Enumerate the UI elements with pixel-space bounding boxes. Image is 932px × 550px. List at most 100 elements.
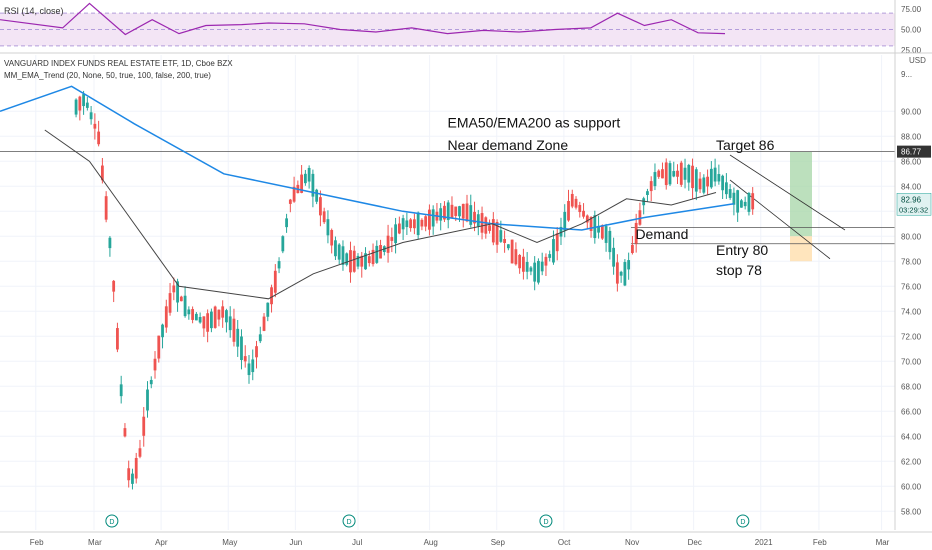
- candle-body: [78, 96, 82, 111]
- candle-body: [97, 131, 101, 145]
- candle-body: [555, 233, 559, 252]
- candle-body: [642, 198, 646, 206]
- candle-body: [585, 215, 589, 223]
- stop-zone: [790, 236, 812, 262]
- candle-body: [183, 295, 187, 317]
- candle-body: [713, 167, 717, 182]
- candle-body: [176, 281, 179, 303]
- candle-body: [341, 246, 345, 265]
- candle-body: [307, 167, 311, 182]
- candle-body: [694, 169, 698, 192]
- candle-body: [345, 253, 349, 265]
- candle-body: [634, 222, 638, 244]
- candle-body: [217, 309, 221, 320]
- candle-body: [676, 170, 679, 177]
- y-tick-label: 84.00: [901, 182, 922, 191]
- candle-body: [334, 240, 337, 257]
- candle-body: [228, 316, 232, 331]
- candle-body: [702, 177, 706, 193]
- candle-body: [525, 261, 529, 272]
- candle-body: [600, 225, 604, 239]
- candle-body: [116, 328, 119, 350]
- candle-body: [255, 346, 258, 358]
- annotation-text: Near demand Zone: [448, 137, 569, 153]
- candle-body: [736, 190, 740, 213]
- candle-body: [533, 262, 537, 282]
- dividend-marker: [105, 514, 119, 528]
- candle-body: [540, 261, 544, 272]
- candle-body: [131, 473, 134, 484]
- y-tick-label: 66.00: [901, 407, 922, 416]
- y-tick-label: 80.00: [901, 232, 922, 241]
- candle-body: [698, 178, 702, 190]
- candle-body: [439, 208, 443, 221]
- candle-body: [495, 222, 499, 245]
- candle-body: [510, 239, 514, 264]
- candle-body: [664, 162, 668, 186]
- candle-body: [390, 237, 394, 241]
- candle-body: [330, 230, 334, 246]
- y-tick-label: 70.00: [901, 357, 922, 366]
- y-tick-label: 58.00: [901, 507, 922, 516]
- y-tick-label: 76.00: [901, 282, 922, 291]
- candle-body: [292, 186, 296, 202]
- candle-body: [243, 356, 247, 362]
- candle-body: [709, 168, 713, 188]
- candle-body: [288, 199, 292, 204]
- candle-body: [352, 250, 356, 272]
- candle-body: [623, 262, 627, 286]
- candle-body: [631, 245, 634, 253]
- x-tick-label: Sep: [491, 538, 506, 547]
- candle-body: [281, 236, 285, 252]
- y-tick-label: 64.00: [901, 432, 922, 441]
- x-tick-label: Feb: [813, 538, 827, 547]
- y-tick-label: 62.00: [901, 457, 922, 466]
- rsi-tick-label: 25.00: [901, 46, 922, 55]
- candle-body: [277, 261, 281, 269]
- candle-body: [85, 102, 89, 108]
- rsi-tick-label: 75.00: [901, 5, 922, 14]
- candle-body: [266, 302, 270, 317]
- candle-body: [232, 318, 236, 342]
- x-tick-label: Mar: [88, 538, 102, 547]
- last-price-tag: [896, 193, 932, 216]
- candle-body: [236, 328, 240, 347]
- candle-body: [559, 226, 563, 237]
- candle-body: [326, 219, 330, 236]
- x-tick-label: May: [222, 538, 237, 547]
- candle-body: [149, 379, 153, 385]
- indicator-label: MM_EMA_Trend (20, None, 50, true, 100, f…: [4, 71, 211, 80]
- candle-body: [491, 219, 495, 243]
- candle-body: [191, 309, 195, 320]
- candle-body: [597, 225, 600, 233]
- candle-body: [428, 209, 431, 230]
- candle-body: [679, 162, 683, 185]
- x-tick-label: Aug: [424, 538, 438, 547]
- candle-body: [529, 267, 533, 272]
- candle-body: [319, 197, 322, 216]
- annotation-text: Target 86: [716, 137, 775, 153]
- candle-body: [108, 237, 112, 249]
- candle-body: [589, 217, 593, 231]
- dividend-marker: [539, 514, 553, 528]
- x-tick-label: Mar: [876, 538, 890, 547]
- candle-body: [412, 219, 416, 229]
- candle-body: [225, 310, 228, 323]
- candle-body: [375, 245, 379, 263]
- candle-body: [717, 174, 721, 182]
- candle-body: [537, 260, 540, 283]
- candle-body: [567, 201, 570, 221]
- candle-body: [172, 285, 176, 293]
- candle-body: [134, 457, 138, 479]
- candle-body: [465, 203, 469, 222]
- candle-body: [514, 249, 518, 265]
- candle-body: [578, 204, 582, 213]
- channel-lower: [729, 179, 831, 260]
- candle-body: [401, 218, 405, 230]
- candle-body: [593, 215, 597, 239]
- y-tick-label: 86.00: [901, 157, 922, 166]
- candle-body: [394, 224, 397, 244]
- candle-body: [405, 220, 409, 228]
- rsi-line: [0, 2, 726, 36]
